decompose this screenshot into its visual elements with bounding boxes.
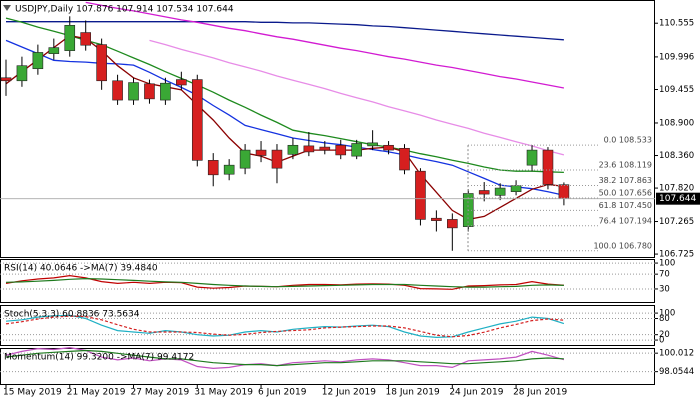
y-tick-label: 107.265 [659, 217, 694, 227]
candle-body [32, 52, 44, 70]
candle-body [510, 185, 522, 192]
y-tick-label: 0 [659, 336, 664, 346]
moving-average [85, 1, 565, 89]
candle-body [16, 65, 28, 82]
y-tick-label: 98.0544 [659, 367, 694, 377]
indicator-line [5, 277, 564, 288]
x-tick-label: 6 Jun 2019 [258, 388, 307, 398]
y-tick-label: 110.555 [659, 19, 694, 29]
x-tick-label: 18 Jun 2019 [386, 388, 440, 398]
candle-body [144, 83, 155, 100]
candle-body [0, 77, 12, 82]
fib-level-label: 100.0 106.780 [593, 241, 652, 250]
y-tick-label: 108.900 [659, 118, 694, 128]
candle-body [160, 82, 171, 101]
chart-title: USDJPY,Daily 107.876 107.914 107.534 107… [15, 5, 234, 15]
panel-frame [0, 305, 655, 346]
candle-body [478, 190, 490, 195]
indicator-title: RSI(14) 40.0646 ->MA(7) 39.4840 [4, 264, 158, 274]
candle-body [207, 160, 219, 176]
x-tick-label: 15 May 2019 [3, 388, 62, 398]
y-tick-label: 30 [659, 284, 670, 294]
x-tick-label: 21 May 2019 [67, 388, 126, 398]
x-tick-label: 31 May 2019 [194, 388, 253, 398]
candle-body [176, 79, 187, 86]
candle-body [287, 144, 299, 155]
candle-body [415, 170, 426, 220]
candle-body [319, 146, 331, 151]
y-tick-label: 70 [659, 270, 670, 280]
fib-level-label: 50.0 107.656 [599, 188, 652, 197]
x-tick-label: 24 Jun 2019 [449, 388, 503, 398]
x-tick-label: 28 Jun 2019 [513, 388, 567, 398]
candle-body [399, 147, 410, 171]
candle-body [542, 149, 554, 185]
fib-level-label: 38.2 107.863 [599, 176, 652, 185]
indicator-title: Stoch(5,3,3) 60.8836 73.5634 [4, 310, 140, 320]
x-tick-label: 12 Jun 2019 [322, 388, 376, 398]
candle-body [526, 149, 538, 166]
moving-average [5, 17, 564, 174]
candle-body [351, 143, 362, 157]
candle-body [80, 32, 91, 46]
fib-level-label: 76.4 107.194 [599, 216, 652, 225]
y-tick-label: 109.455 [659, 85, 694, 95]
candle-body [64, 25, 76, 51]
y-tick-label: 100.012 [659, 349, 694, 359]
candle-body [367, 142, 378, 147]
panel-frame [0, 259, 655, 303]
indicator-title: Momentum(14) 99.3200 ->MA(7) 99.4172 [4, 353, 194, 363]
title-icon [3, 5, 11, 11]
candle-body [96, 44, 107, 82]
candle-body [239, 149, 251, 169]
candle-body [383, 144, 394, 151]
y-tick-label: 100 [659, 259, 675, 269]
moving-average [149, 39, 565, 156]
indicator-line [5, 346, 565, 370]
last-price-label: 107.644 [659, 194, 696, 204]
candle-body [431, 217, 442, 221]
candle-body [112, 80, 123, 101]
candle-body [494, 187, 506, 196]
fib-level-label: 0.0 108.533 [604, 136, 652, 145]
x-tick-label: 27 May 2019 [131, 388, 190, 398]
indicator-line [5, 315, 564, 338]
panel-frame [0, 348, 655, 385]
y-tick-label: 100 [659, 309, 675, 319]
fib-level-label: 61.8 107.450 [599, 201, 652, 210]
y-tick-label: 109.996 [659, 52, 694, 62]
last-price-box [656, 192, 700, 205]
y-tick-label: 108.360 [659, 151, 694, 161]
candle-body [335, 144, 347, 156]
y-tick-label: 20 [659, 330, 670, 340]
y-tick-label: 80 [659, 314, 670, 324]
fib-level-label: 23.6 108.119 [599, 161, 652, 170]
candle-body [48, 47, 60, 54]
candle-body [271, 149, 283, 169]
candle-body [128, 82, 139, 101]
candle-body [223, 164, 235, 175]
moving-average [6, 21, 564, 41]
indicator-line [5, 349, 564, 367]
candle-body [255, 149, 267, 156]
y-tick-label: 106.725 [659, 250, 694, 260]
candle-body [447, 219, 458, 229]
y-tick-label: 107.820 [659, 184, 694, 194]
candle-body [558, 184, 570, 199]
candle-body [191, 79, 203, 161]
panel-frame [0, 0, 655, 258]
candle-body [303, 145, 315, 153]
